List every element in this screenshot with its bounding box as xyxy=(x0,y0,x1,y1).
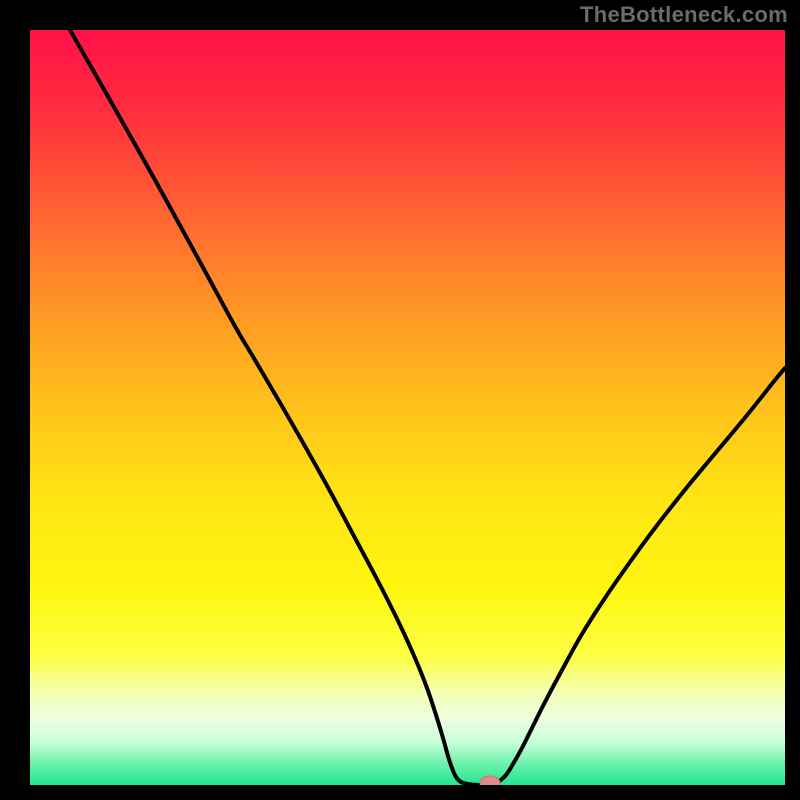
bottleneck-chart xyxy=(0,0,800,800)
chart-container: { "watermark": { "text": "TheBottleneck.… xyxy=(0,0,800,800)
watermark-text: TheBottleneck.com xyxy=(580,2,788,28)
gradient-background xyxy=(30,30,785,785)
